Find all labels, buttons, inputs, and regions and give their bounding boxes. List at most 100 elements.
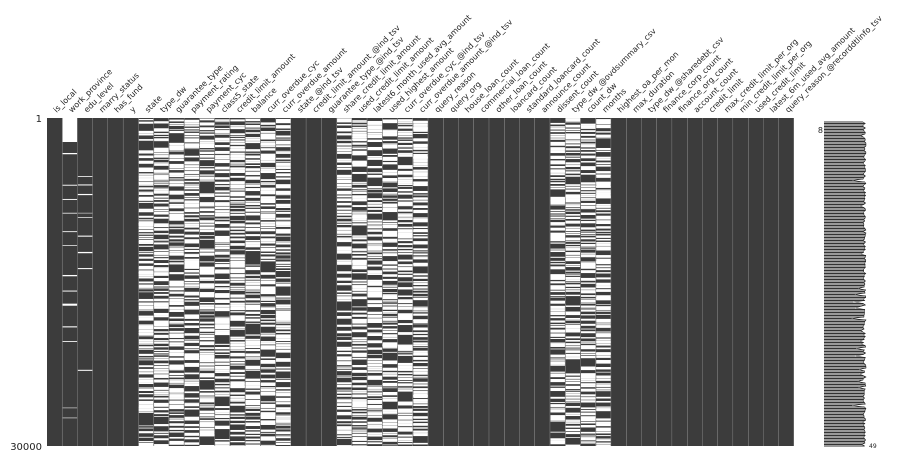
missing-streak: [215, 250, 230, 252]
missing-streak: [550, 234, 565, 237]
missing-streak: [260, 347, 276, 350]
missing-streak: [260, 137, 276, 140]
missing-streak: [565, 340, 581, 342]
missing-streak: [260, 359, 276, 362]
missing-streak: [413, 158, 428, 160]
missing-streak: [199, 403, 215, 405]
missing-streak: [62, 152, 78, 155]
missing-streak: [138, 406, 154, 409]
missing-streak: [169, 283, 184, 286]
missing-streak: [398, 145, 413, 146]
missing-streak: [565, 385, 581, 388]
missing-streak: [413, 283, 428, 286]
missing-streak: [276, 317, 291, 321]
missing-streak: [550, 277, 565, 278]
missing-streak: [276, 158, 291, 160]
missing-streak: [154, 147, 169, 150]
missing-streak: [580, 244, 596, 247]
missing-streak: [596, 306, 611, 308]
missing-streak: [154, 228, 169, 229]
matrix-column: [123, 118, 139, 446]
missing-streak: [276, 258, 291, 260]
missing-streak: [230, 270, 245, 272]
missing-streak: [337, 293, 352, 296]
missing-streak: [215, 271, 230, 273]
missing-streak: [580, 409, 596, 412]
missing-streak: [413, 230, 428, 233]
matrix-column: [748, 118, 764, 446]
missing-streak: [398, 411, 413, 413]
missing-streak: [580, 407, 596, 410]
missing-streak: [276, 250, 291, 253]
missing-streak: [138, 192, 154, 195]
missing-streak: [337, 299, 352, 301]
missing-streak: [596, 439, 611, 442]
missing-streak: [398, 215, 413, 217]
missing-streak: [337, 248, 352, 250]
missing-streak: [413, 218, 428, 220]
missing-streak: [565, 431, 581, 435]
missing-streak: [352, 285, 367, 287]
missing-streak: [398, 333, 413, 334]
missing-streak: [138, 371, 154, 373]
missing-streak: [596, 352, 611, 354]
missing-streak: [413, 176, 428, 180]
missing-streak: [382, 427, 398, 429]
missing-streak: [550, 222, 565, 224]
missing-streak: [260, 391, 276, 394]
missing-streak: [169, 201, 184, 203]
missing-streak: [199, 429, 215, 431]
missing-streak: [565, 378, 581, 379]
missing-streak: [337, 143, 352, 146]
missing-streak: [580, 193, 596, 196]
missing-streak: [199, 131, 215, 133]
missing-streak: [230, 164, 245, 166]
missing-streak: [138, 215, 154, 217]
missing-streak: [215, 121, 230, 123]
missing-streak: [367, 354, 382, 355]
missing-streak: [245, 341, 261, 344]
missing-streak: [77, 184, 93, 186]
missing-streak: [199, 235, 215, 237]
missing-streak: [352, 371, 367, 373]
missing-streak: [260, 259, 276, 262]
missing-streak: [215, 296, 230, 298]
sparkline-max-label: 49: [869, 443, 877, 450]
missing-streak: [550, 177, 565, 179]
missing-streak: [184, 382, 200, 384]
missing-streak: [398, 385, 413, 387]
missing-streak: [199, 406, 215, 408]
missing-streak: [337, 143, 352, 144]
missing-streak: [260, 212, 276, 214]
missing-streak: [382, 321, 398, 323]
missing-streak: [413, 257, 428, 260]
missing-streak: [580, 426, 596, 428]
missing-streak: [352, 437, 367, 440]
missing-streak: [245, 298, 261, 301]
missing-streak: [245, 162, 261, 164]
missing-streak: [169, 413, 184, 416]
missing-streak: [413, 165, 428, 167]
missing-streak: [565, 208, 581, 210]
missing-streak: [138, 307, 154, 310]
missing-streak: [382, 294, 398, 296]
missing-streak: [337, 399, 352, 402]
missing-streak: [367, 273, 382, 275]
missing-streak: [596, 246, 611, 250]
missing-streak: [413, 130, 428, 132]
missing-streak: [382, 306, 398, 309]
missing-streak: [367, 198, 382, 201]
missing-streak: [337, 296, 352, 298]
missing-streak: [580, 173, 596, 175]
missing-streak: [276, 125, 291, 127]
missing-streak: [367, 225, 382, 226]
missing-streak: [184, 428, 200, 431]
missing-streak: [382, 420, 398, 423]
missing-streak: [138, 365, 154, 368]
missing-streak: [382, 119, 398, 123]
missing-streak: [230, 275, 245, 278]
missing-streak: [245, 227, 261, 231]
missing-streak: [580, 161, 596, 163]
missing-streak: [337, 347, 352, 349]
missing-streak: [276, 341, 291, 344]
